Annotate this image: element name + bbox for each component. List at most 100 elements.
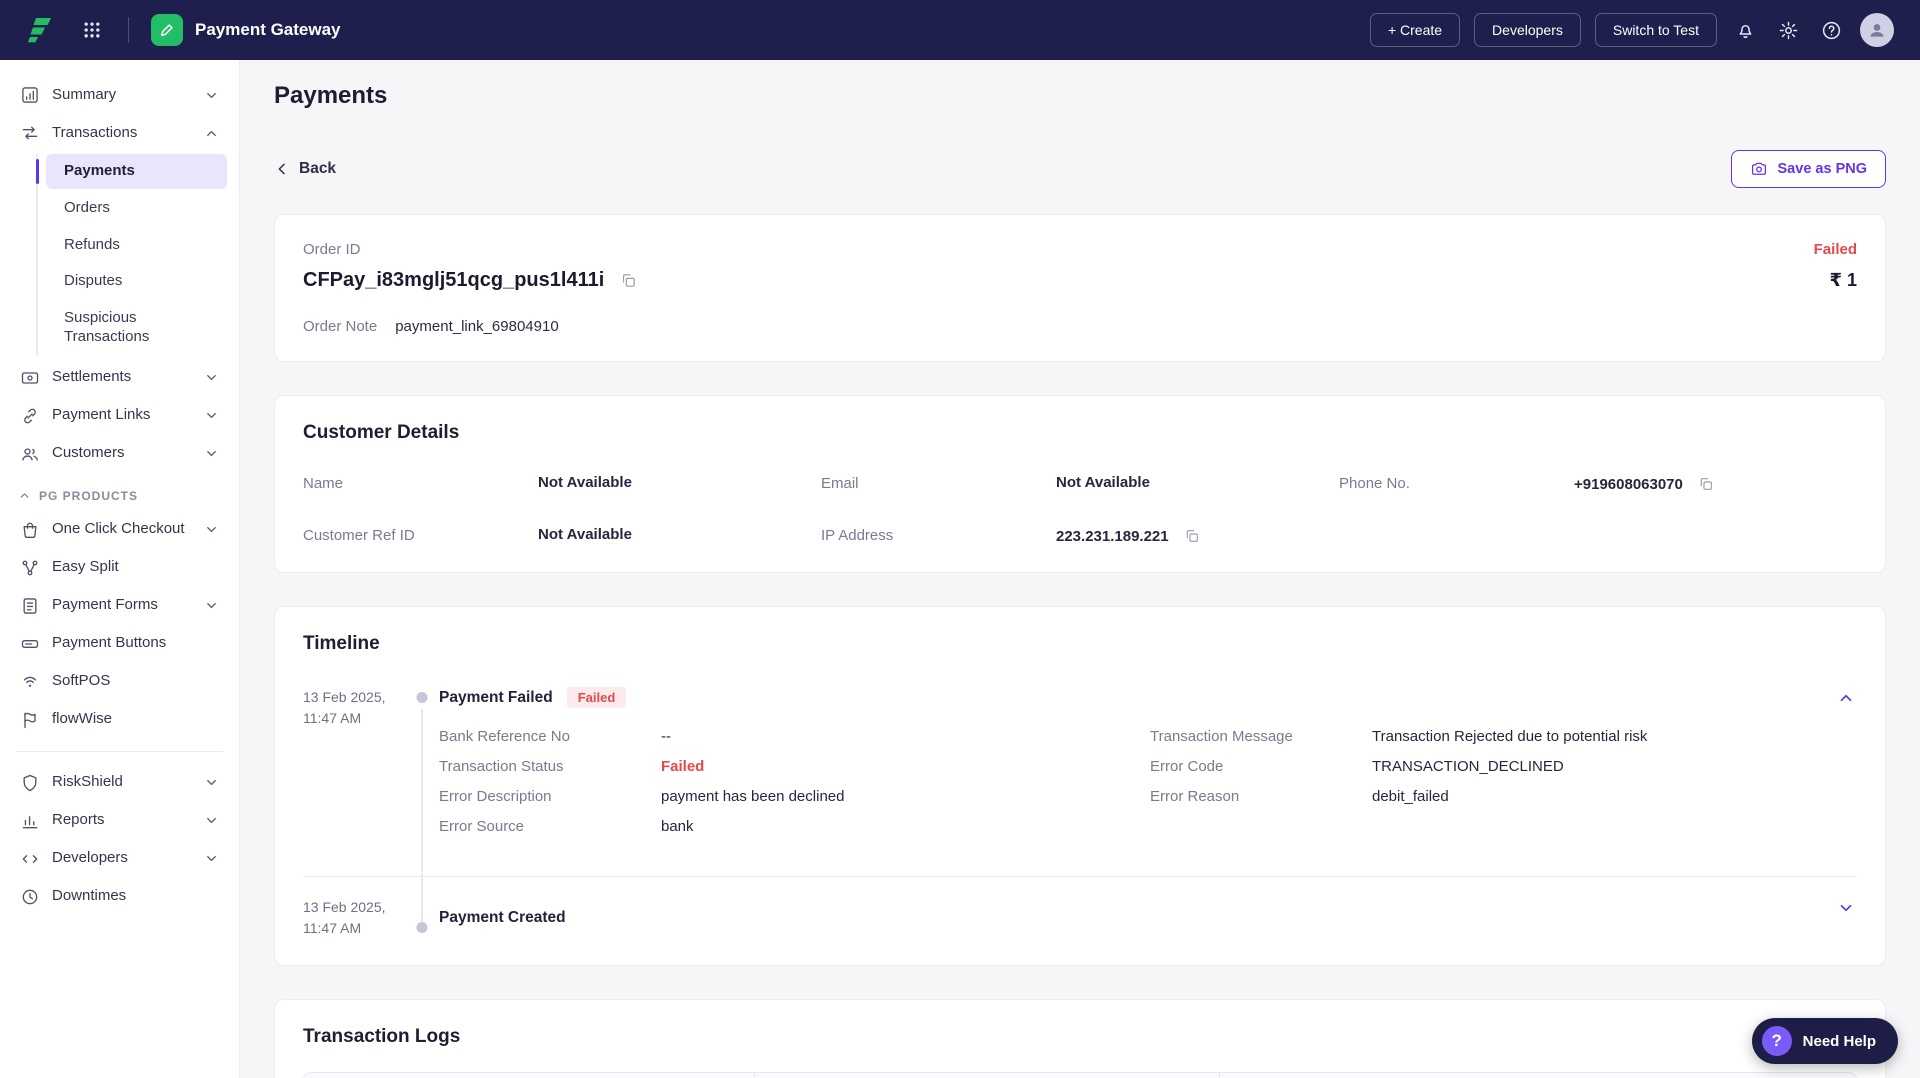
switch-to-test-button[interactable]: Switch to Test xyxy=(1594,13,1717,47)
copy-order-id-icon[interactable] xyxy=(618,270,639,291)
event-details-right: Transaction Message Transaction Rejected… xyxy=(1150,728,1821,848)
detail-value: bank xyxy=(661,818,694,835)
checkout-bag-icon xyxy=(20,520,40,540)
clock-icon xyxy=(20,887,40,907)
collapse-event-chevron-up-icon[interactable] xyxy=(1821,687,1857,848)
help-icon[interactable] xyxy=(1817,16,1846,45)
detail-row: Error Description payment has been decli… xyxy=(439,788,1110,805)
reports-icon xyxy=(20,811,40,831)
sidebar-item-label: SoftPOS xyxy=(52,672,111,690)
chevron-down-icon xyxy=(204,408,219,423)
link-icon xyxy=(20,406,40,426)
sidebar-item-transactions[interactable]: Transactions xyxy=(12,114,227,152)
detail-value: debit_failed xyxy=(1372,788,1449,805)
failed-badge: Failed xyxy=(566,687,627,708)
developers-button[interactable]: Developers xyxy=(1474,13,1581,47)
settings-gear-icon[interactable] xyxy=(1774,16,1803,45)
chevron-down-icon xyxy=(204,88,219,103)
sidebar-item-label: Summary xyxy=(52,85,117,103)
customer-details-card: Customer Details Name Not Available Emai… xyxy=(274,395,1886,573)
notifications-bell-icon[interactable] xyxy=(1731,16,1760,45)
save-as-png-button[interactable]: Save as PNG xyxy=(1730,150,1886,188)
code-icon xyxy=(20,849,40,869)
pg-products-section-header[interactable]: PG PRODUCTS xyxy=(12,473,227,511)
sidebar-item-softpos[interactable]: SoftPOS xyxy=(12,663,227,701)
sub-item-label: Payments xyxy=(64,162,135,179)
sidebar-item-payment-links[interactable]: Payment Links xyxy=(12,397,227,435)
user-avatar[interactable] xyxy=(1860,13,1894,47)
order-id-label: Order ID xyxy=(303,241,361,258)
payment-gateway-icon xyxy=(151,14,183,46)
header-divider xyxy=(128,17,129,43)
timeline-track xyxy=(405,897,439,939)
field-ip-address: IP Address 223.231.189.221 xyxy=(821,526,1339,546)
timeline-title: Timeline xyxy=(303,633,380,654)
sidebar-item-suspicious-transactions[interactable]: Suspicious Transactions xyxy=(46,301,227,355)
detail-value: -- xyxy=(661,728,671,745)
transaction-logs-card: Transaction Logs Level Time Message Erro… xyxy=(274,999,1886,1078)
back-label: Back xyxy=(299,160,337,177)
sidebar-item-customers[interactable]: Customers xyxy=(12,435,227,473)
chevron-down-icon xyxy=(204,598,219,613)
sidebar-item-one-click-checkout[interactable]: One Click Checkout xyxy=(12,511,227,549)
sidebar-item-label: Payment Buttons xyxy=(52,634,167,652)
copy-phone-icon[interactable] xyxy=(1696,474,1716,494)
expand-event-chevron-down-icon[interactable] xyxy=(1821,897,1857,939)
field-customer-ref-id: Customer Ref ID Not Available xyxy=(303,526,821,546)
main-content: Payments Back Save as PNG Order ID CFPay… xyxy=(240,60,1920,1078)
field-value: Not Available xyxy=(538,474,632,491)
sidebar-item-riskshield[interactable]: RiskShield xyxy=(12,764,227,802)
sidebar-item-payment-forms[interactable]: Payment Forms xyxy=(12,587,227,625)
create-button[interactable]: + Create xyxy=(1369,13,1461,47)
form-icon xyxy=(20,596,40,616)
detail-value: Transaction Rejected due to potential ri… xyxy=(1372,728,1648,745)
product-switcher[interactable]: Payment Gateway xyxy=(151,14,341,46)
column-time: Time xyxy=(754,1073,1221,1078)
question-icon: ? xyxy=(1761,1026,1792,1056)
field-value: 223.231.189.221 xyxy=(1056,527,1169,545)
settlements-icon xyxy=(20,368,40,388)
field-label: IP Address xyxy=(821,527,894,544)
sidebar-item-orders[interactable]: Orders xyxy=(46,191,227,226)
timeline-dot xyxy=(416,692,428,703)
sidebar-item-label: Transactions xyxy=(52,123,138,141)
sidebar-item-settlements[interactable]: Settlements xyxy=(12,359,227,397)
back-button[interactable]: Back xyxy=(274,160,336,178)
apps-grid-icon[interactable] xyxy=(78,16,106,44)
sidebar-item-summary[interactable]: Summary xyxy=(12,76,227,114)
cashfree-logo[interactable] xyxy=(26,15,56,45)
logs-header-row: Level Time Message xyxy=(304,1073,1856,1078)
button-icon xyxy=(20,634,40,654)
detail-label: Error Reason xyxy=(1150,788,1240,805)
chevron-up-icon xyxy=(204,126,219,141)
copy-ip-icon[interactable] xyxy=(1182,526,1202,546)
customer-details-title: Customer Details xyxy=(303,422,460,443)
detail-row: Error Code TRANSACTION_DECLINED xyxy=(1150,758,1821,775)
sidebar-item-payment-buttons[interactable]: Payment Buttons xyxy=(12,625,227,663)
sidebar-item-easy-split[interactable]: Easy Split xyxy=(12,549,227,587)
event-details-left: Bank Reference No -- Transaction Status … xyxy=(439,728,1110,848)
sidebar-item-payments[interactable]: Payments xyxy=(36,154,227,189)
field-name: Name Not Available xyxy=(303,474,821,494)
event-timestamp: 13 Feb 2025, 11:47 AM xyxy=(303,899,386,936)
sidebar-item-developers[interactable]: Developers xyxy=(12,840,227,878)
sidebar-item-disputes[interactable]: Disputes xyxy=(46,264,227,299)
sidebar-item-flowwise[interactable]: flowWise xyxy=(12,701,227,739)
app-title: Payment Gateway xyxy=(195,20,341,39)
event-timestamp: 13 Feb 2025, 11:47 AM xyxy=(303,689,386,726)
sidebar-item-label: Reports xyxy=(52,811,105,829)
sidebar-item-reports[interactable]: Reports xyxy=(12,802,227,840)
sidebar-item-refunds[interactable]: Refunds xyxy=(46,228,227,263)
timeline-event-payment-created: 13 Feb 2025, 11:47 AM Payment Created xyxy=(303,876,1857,939)
timeline-dot xyxy=(416,922,428,933)
chevron-down-icon xyxy=(204,775,219,790)
field-label: Name xyxy=(303,475,344,492)
payment-status: Failed xyxy=(1813,241,1857,258)
detail-label: Error Code xyxy=(1150,758,1224,775)
sidebar-item-label: RiskShield xyxy=(52,773,123,791)
transactions-icon xyxy=(20,123,40,143)
summary-icon xyxy=(20,85,40,105)
sidebar-item-label: Easy Split xyxy=(52,558,119,576)
need-help-button[interactable]: ? Need Help xyxy=(1751,1018,1898,1064)
sidebar-item-downtimes[interactable]: Downtimes xyxy=(12,878,227,916)
